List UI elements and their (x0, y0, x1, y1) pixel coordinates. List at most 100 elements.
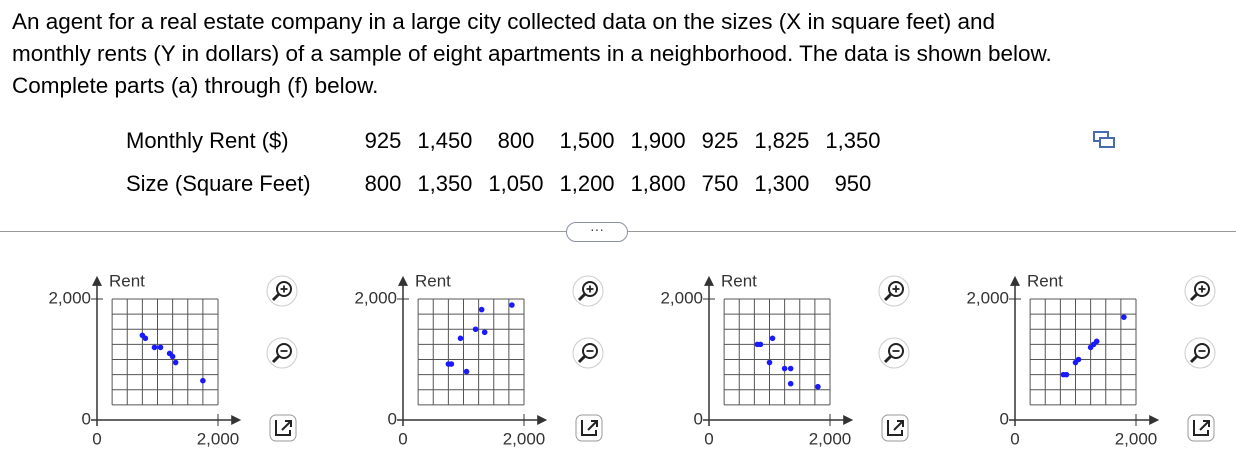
x-axis-arrow (843, 415, 854, 425)
y-tick-label: 0 (82, 409, 91, 428)
table-row: Size (Square Feet) 800 1,350 1,050 1,200 1,80… (118, 162, 888, 205)
x-tick-label: 2,000 (1115, 429, 1158, 448)
table-cell: 1,500 (559, 127, 615, 153)
y-axis-label: Rent (1027, 271, 1063, 290)
y-tick-label: 2,000 (966, 288, 1009, 307)
y-tick-label: 0 (1000, 409, 1009, 428)
point (1063, 371, 1070, 378)
x-axis-arrow (231, 415, 242, 425)
table-cell: 800 (497, 127, 535, 153)
x-tick-label: 2,000 (809, 429, 852, 448)
point (200, 377, 206, 384)
table-cell: 1,050 (488, 170, 544, 196)
y-axis-arrow (398, 275, 408, 286)
point (142, 335, 149, 342)
point (151, 344, 158, 351)
x-axis-arrow (1149, 415, 1160, 425)
expand-icon[interactable] (881, 414, 909, 442)
table-cell: 800 (364, 170, 402, 196)
zoom-in-icon-part (577, 292, 587, 302)
x-tick-label: 0 (704, 429, 713, 448)
table-cell: 1,900 (630, 127, 686, 153)
zoom-in-icon[interactable] (572, 275, 604, 307)
point (1075, 356, 1082, 363)
y-axis-arrow (92, 275, 102, 286)
point (445, 361, 452, 367)
expand-button[interactable]: ··· (566, 222, 628, 242)
point (172, 359, 179, 366)
x-tick-label: 0 (92, 429, 101, 448)
copy-icon[interactable] (1092, 130, 1116, 150)
table-cell: 925 (701, 127, 739, 153)
expand-icon-part (1193, 420, 1210, 436)
row-header: Monthly Rent ($) (126, 127, 289, 153)
table-cell: 1,300 (754, 170, 810, 196)
table-cell: 1,350 (825, 127, 881, 153)
zoom-in-icon-part (1189, 292, 1199, 302)
zoom-in-icon[interactable] (266, 275, 298, 307)
table-cell: 925 (364, 127, 402, 153)
point (781, 365, 788, 372)
table-cell: 1,200 (559, 170, 615, 196)
zoom-out-icon-part (1189, 354, 1199, 364)
question-line: An agent for a real estate company in a … (12, 9, 996, 34)
question-line: Complete parts (a) through (f) below. (12, 73, 379, 98)
y-tick-label: 2,000 (660, 288, 703, 307)
table-cell: 1,800 (630, 170, 686, 196)
point (463, 368, 470, 375)
zoom-out-icon-part (883, 354, 893, 364)
row-header: Size (Square Feet) (126, 170, 311, 196)
y-axis-label: Rent (109, 271, 145, 290)
expand-icon[interactable] (1187, 414, 1215, 442)
scatter-chart: Rent 0 2,000 0 2,000 (660, 271, 910, 448)
x-tick-label: 2,000 (197, 429, 240, 448)
scatter-chart: Rent 0 2,000 0 2,000 (966, 271, 1216, 448)
zoom-out-icon[interactable] (266, 337, 298, 369)
y-tick-label: 2,000 (354, 288, 397, 307)
y-axis-label: Rent (721, 271, 757, 290)
data-table: Monthly Rent ($) 925 1,450 800 1,500 1,900 925… (118, 119, 888, 205)
zoom-out-icon-part (577, 354, 587, 364)
table-cell: 750 (701, 170, 739, 196)
point (1093, 338, 1100, 345)
y-tick-label: 0 (388, 409, 397, 428)
y-axis-label: Rent (415, 271, 451, 290)
point (769, 335, 776, 342)
zoom-in-icon-part (271, 292, 281, 302)
scatter-chart: Rent 0 2,000 0 2,000 (48, 271, 298, 448)
point (157, 344, 164, 351)
expand-icon-part (581, 420, 598, 436)
zoom-out-icon[interactable] (878, 337, 910, 369)
table-cell: 1,450 (417, 127, 473, 153)
zoom-out-icon[interactable] (572, 337, 604, 369)
zoom-in-icon-part (883, 292, 893, 302)
x-axis-arrow (537, 415, 548, 425)
point (457, 335, 464, 342)
question-line: monthly rents (Y in dollars) of a sample… (12, 41, 1052, 66)
zoom-out-icon[interactable] (1184, 337, 1216, 369)
zoom-out-icon-part (271, 354, 281, 364)
y-tick-label: 0 (694, 409, 703, 428)
y-axis-arrow (1010, 275, 1020, 286)
point (815, 383, 821, 390)
y-axis-arrow (704, 275, 714, 286)
point (472, 326, 479, 333)
x-tick-label: 2,000 (503, 429, 546, 448)
table-row: Monthly Rent ($) 925 1,450 800 1,500 1,900 925… (118, 119, 888, 162)
point (1121, 314, 1127, 320)
point (509, 302, 515, 308)
point (787, 380, 794, 387)
point (481, 329, 488, 336)
scatter-chart: Rent 0 2,000 0 2,000 (354, 271, 604, 448)
point (766, 359, 773, 366)
expand-icon[interactable] (575, 414, 603, 442)
point (169, 353, 176, 360)
zoom-in-icon[interactable] (1184, 275, 1216, 307)
zoom-in-icon[interactable] (878, 275, 910, 307)
expand-icon[interactable] (269, 414, 297, 442)
point (787, 365, 794, 372)
x-tick-label: 0 (1010, 429, 1019, 448)
question: An agent for a real estate company in a … (12, 6, 1052, 102)
expand-icon-part (275, 420, 292, 436)
point (757, 341, 764, 348)
